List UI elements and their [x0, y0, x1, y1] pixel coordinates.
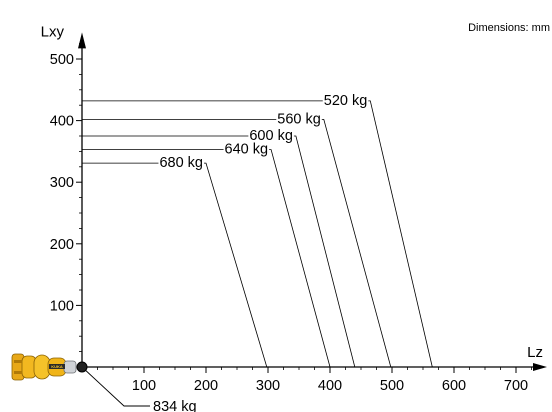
load-curve-520-kg — [82, 100, 433, 368]
y-tick-label: 200 — [50, 237, 74, 253]
curve-label-background — [248, 128, 294, 143]
x-axis-title: Lz — [527, 344, 543, 361]
load-curve-680-kg — [82, 162, 268, 368]
y-tick-label: 300 — [50, 175, 74, 191]
curve-label: 520 kg — [324, 93, 368, 109]
load-curve-560-kg — [82, 119, 392, 368]
origin-leader-line — [81, 366, 150, 407]
y-tick-label: 100 — [50, 298, 74, 314]
load-curve-640-kg — [82, 149, 331, 368]
curve-label: 600 kg — [249, 128, 293, 144]
curve-label-background — [158, 155, 204, 171]
x-tick-label: 600 — [442, 378, 466, 394]
curve-label: 560 kg — [277, 111, 321, 127]
curve-label-background — [223, 141, 270, 157]
axes-layer: 100 200 300 400 500 600 700 100 200 300 400 500 Lxy L… — [41, 22, 550, 412]
dimensions-note: Dimensions: mm — [468, 22, 550, 34]
origin-load-label: 834 kg — [153, 399, 197, 412]
y-tick-label: 500 — [50, 52, 74, 68]
curve-label: 680 kg — [159, 155, 203, 171]
load-curve-600-kg — [82, 135, 356, 368]
x-tick-label: 200 — [194, 378, 218, 394]
x-axis-arrow — [533, 363, 547, 371]
x-tick-label: 400 — [318, 378, 342, 394]
x-tick-label: 100 — [132, 378, 156, 394]
robot-flange-icon: KUKA — [11, 353, 77, 381]
origin-marker — [76, 361, 88, 373]
x-tick-label: 300 — [256, 378, 280, 394]
y-axis-title: Lxy — [41, 23, 65, 40]
curve-label: 640 kg — [225, 142, 269, 158]
svg-text:KUKA: KUKA — [51, 364, 63, 369]
y-axis-arrow — [78, 32, 86, 49]
y-tick-label: 400 — [50, 114, 74, 130]
x-tick-label: 500 — [380, 378, 404, 394]
curve-label-background — [276, 111, 322, 127]
x-tick-label: 700 — [504, 378, 528, 394]
curve-label-background — [322, 92, 369, 108]
